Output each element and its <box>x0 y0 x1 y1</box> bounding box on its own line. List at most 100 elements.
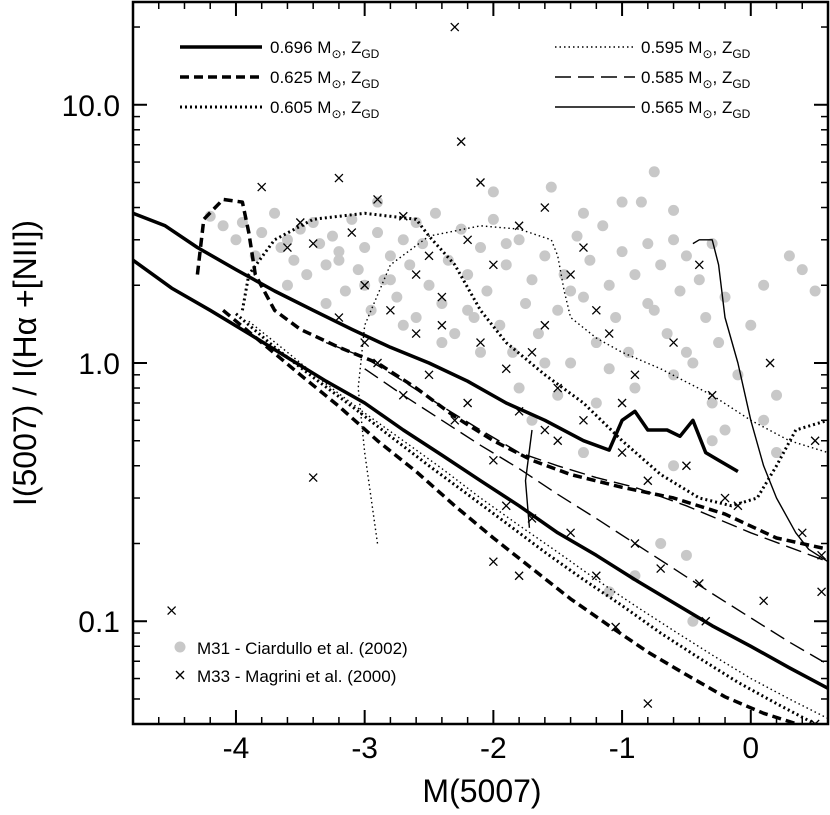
m31-point <box>359 242 371 254</box>
m33-point <box>566 528 576 538</box>
m31-point <box>687 615 699 627</box>
m33-point <box>617 448 627 458</box>
m33-point <box>643 699 653 709</box>
legend-separator: , <box>342 68 351 87</box>
m31-point <box>635 196 647 208</box>
m33-point <box>540 425 550 435</box>
legend-mass: 0.595 M <box>641 38 702 57</box>
m31-point <box>668 460 680 472</box>
m31-point <box>680 250 692 262</box>
m33-point <box>437 320 447 330</box>
m31-point <box>668 234 680 246</box>
m31-point <box>352 264 364 276</box>
m31-point <box>719 291 731 303</box>
m31-point <box>397 319 409 331</box>
legend-z-sub: GD <box>361 107 379 121</box>
m31-point <box>288 254 300 266</box>
x-tick-label: -2 <box>480 732 507 765</box>
m31-point <box>577 291 589 303</box>
legend-m33-marker <box>175 670 185 680</box>
m31-point <box>545 181 557 193</box>
legend-z-sub: GD <box>361 47 379 61</box>
m31-point <box>520 297 532 309</box>
m33-point <box>694 260 704 270</box>
m31-point <box>449 328 461 340</box>
m33-point <box>817 587 827 597</box>
m33-point <box>456 137 466 147</box>
m31-point <box>758 414 770 426</box>
m33-point <box>437 292 447 302</box>
m31-point <box>513 234 525 246</box>
m33-point <box>514 221 524 231</box>
m31-point <box>487 186 499 198</box>
m31-point <box>230 234 242 246</box>
tick-labels: -4 -3 -2 -1 0 0.1 1.0 10.0 <box>62 90 760 765</box>
m31-point <box>693 274 705 286</box>
m31-point <box>436 337 448 349</box>
m33-point <box>424 251 434 261</box>
m31-point <box>603 586 615 598</box>
track-0585-upper <box>325 341 828 563</box>
x-tick-label: -1 <box>609 732 636 765</box>
m31-point <box>771 447 783 459</box>
legend-separator: , <box>713 38 722 57</box>
legend-label-0565: 0.565 M⊙, ZGD <box>641 98 751 121</box>
m33-point <box>308 239 318 249</box>
legend-z-sub: GD <box>732 107 750 121</box>
m31-point <box>436 297 448 309</box>
m33-point <box>765 358 775 368</box>
m31-point <box>507 346 519 358</box>
m31-point <box>629 269 641 281</box>
m31-point <box>577 207 589 219</box>
m31-point <box>494 319 506 331</box>
m31-point <box>590 337 602 349</box>
legend-label-0605: 0.605 M⊙, ZGD <box>270 98 380 121</box>
m31-point <box>809 285 821 297</box>
m31-point <box>442 254 454 266</box>
track-0625-lower <box>221 308 803 724</box>
legend-z: Z <box>722 98 732 117</box>
m31-point <box>481 285 493 297</box>
m31-point <box>552 389 564 401</box>
m31-point <box>429 207 441 219</box>
m33-point <box>540 320 550 330</box>
m31-point <box>320 259 332 271</box>
m31-point <box>700 312 712 324</box>
legend-m31-label: M31 - Ciardullo et al. (2002) <box>197 639 408 658</box>
sun-symbol: ⊙ <box>702 47 712 61</box>
m33-point <box>488 260 498 270</box>
m33-point <box>720 493 730 503</box>
m31-point <box>333 254 345 266</box>
m31-point <box>384 274 396 286</box>
m33-point <box>308 473 318 483</box>
m31-points <box>204 166 821 627</box>
m31-point <box>706 238 718 250</box>
m33-point <box>167 606 177 616</box>
m31-point <box>642 238 654 250</box>
m33-point <box>591 305 601 315</box>
x-tick-label: -4 <box>223 732 250 765</box>
legend-z: Z <box>722 68 732 87</box>
m31-point <box>539 357 551 369</box>
m31-point <box>706 435 718 447</box>
legend-label-0696: 0.696 M⊙, ZGD <box>270 38 380 61</box>
m31-point <box>346 213 358 225</box>
m31-point <box>462 269 474 281</box>
m31-point <box>565 285 577 297</box>
legend-label-0585: 0.585 M⊙, ZGD <box>641 68 751 91</box>
m31-point <box>417 238 429 250</box>
m31-point <box>655 259 667 271</box>
m31-point <box>397 234 409 246</box>
m33-point <box>501 501 511 511</box>
m31-point <box>706 397 718 409</box>
model-tracks <box>133 197 828 724</box>
m33-point <box>707 390 717 400</box>
m31-point <box>771 389 783 401</box>
x-tick-label: 0 <box>742 732 759 765</box>
m31-point <box>333 246 345 258</box>
legend-label-0595: 0.595 M⊙, ZGD <box>641 38 751 61</box>
m33-point <box>553 436 563 446</box>
m33-point <box>463 235 473 245</box>
